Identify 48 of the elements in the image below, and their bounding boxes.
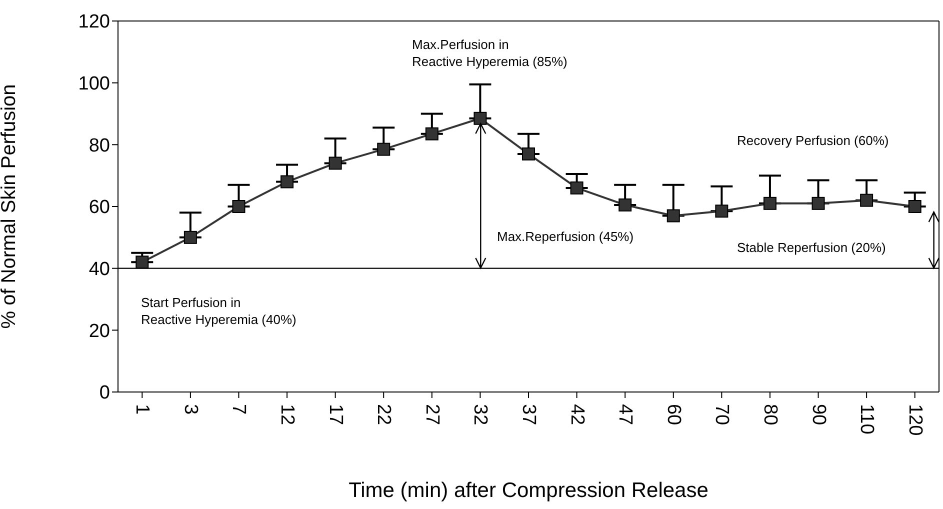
annotation: Max.Perfusion in Reactive Hyperemia (85%) bbox=[412, 36, 568, 70]
y-tick-label: 40 bbox=[88, 259, 110, 280]
annotation: Max.Reperfusion (45%) bbox=[497, 228, 635, 245]
x-tick-label: 17 bbox=[324, 404, 346, 426]
point bbox=[328, 156, 342, 170]
point bbox=[280, 175, 294, 188]
point bbox=[666, 209, 680, 222]
point bbox=[812, 196, 825, 210]
point bbox=[232, 200, 246, 213]
x-axis-title: Time (min) after Compression Release bbox=[348, 479, 708, 502]
point bbox=[618, 198, 632, 212]
point bbox=[425, 127, 438, 140]
x-tick-label: 120 bbox=[904, 404, 926, 436]
x-tick-label: 1 bbox=[132, 404, 153, 415]
annotation: Stable Reperfusion (20%) bbox=[737, 239, 887, 256]
point bbox=[377, 142, 390, 156]
y-axis-title: % of Normal Skin Perfusion bbox=[0, 84, 20, 329]
y-tick-label: 20 bbox=[88, 320, 110, 342]
x-tick-label: 47 bbox=[614, 404, 636, 426]
x-tick-label: 7 bbox=[228, 404, 250, 415]
x-tick-label: 60 bbox=[662, 404, 684, 426]
x-tick-label: 32 bbox=[470, 404, 491, 426]
x-tick-label: 42 bbox=[566, 404, 588, 426]
annotation: Start Perfusion in Reactive Hyperemia (40%) bbox=[141, 294, 298, 328]
point bbox=[136, 256, 149, 269]
x-tick-label: 3 bbox=[180, 404, 201, 415]
annotation: Recovery Perfusion (60%) bbox=[737, 132, 890, 149]
point bbox=[570, 181, 584, 194]
point bbox=[908, 200, 922, 213]
point bbox=[474, 112, 487, 125]
x-tick-label: 110 bbox=[856, 404, 878, 434]
y-tick-label: 100 bbox=[78, 74, 110, 95]
point bbox=[715, 204, 728, 218]
x-tick-label: 27 bbox=[421, 404, 442, 426]
point bbox=[860, 194, 874, 207]
x-tick-label: 70 bbox=[711, 404, 732, 426]
x-tick-label: 90 bbox=[808, 404, 829, 426]
x-tick-label: 37 bbox=[518, 404, 539, 426]
y-tick-label: 80 bbox=[88, 135, 110, 156]
y-tick-label: 120 bbox=[78, 12, 110, 33]
point bbox=[763, 196, 776, 210]
x-tick-label: 80 bbox=[759, 404, 780, 426]
y-tick-label: 60 bbox=[88, 197, 110, 218]
y-tick-label: 0 bbox=[99, 382, 110, 404]
x-tick-label: 12 bbox=[276, 404, 298, 426]
point bbox=[184, 230, 197, 244]
x-tick-label: 22 bbox=[373, 404, 394, 426]
point bbox=[522, 147, 535, 160]
